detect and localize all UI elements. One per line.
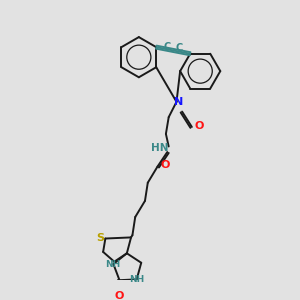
- Text: NH: NH: [130, 275, 145, 284]
- Text: C: C: [176, 43, 183, 53]
- Text: O: O: [115, 291, 124, 300]
- Text: NH: NH: [105, 260, 121, 268]
- Text: C: C: [164, 42, 171, 52]
- Text: N: N: [174, 97, 183, 107]
- Text: O: O: [194, 121, 203, 130]
- Text: HN: HN: [151, 143, 169, 153]
- Text: O: O: [161, 160, 170, 170]
- Text: S: S: [96, 233, 104, 243]
